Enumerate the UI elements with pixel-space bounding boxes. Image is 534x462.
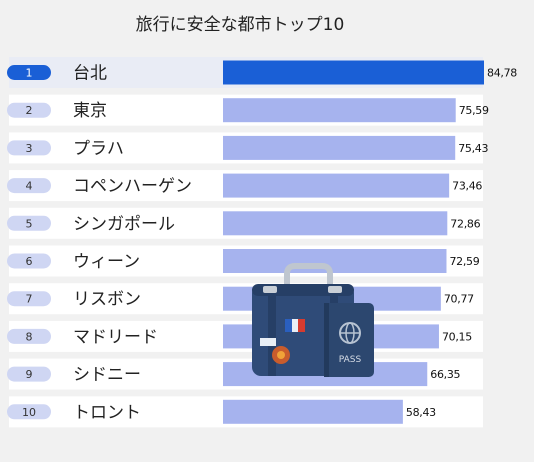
city-label: ウィーン (73, 252, 140, 272)
city-label: シドニー (73, 365, 141, 385)
suitcase-passport-illustration: PASS (252, 263, 374, 377)
rank-pill (7, 140, 51, 156)
chart-title: 旅行に安全な都市トップ10 (135, 15, 345, 35)
value-label: 72,86 (450, 217, 480, 230)
rank-pill (7, 102, 51, 118)
value-label: 75,43 (458, 142, 488, 155)
city-label: プラハ (73, 139, 124, 159)
rank-label: 7 (26, 293, 33, 306)
bar (223, 173, 450, 198)
rank-label: 2 (26, 104, 33, 117)
rank-pill (7, 328, 51, 344)
labels: 1 台北 84,78 2 東京 75,59 3 プラハ 75,43 4 コペンハーゲン 73,46 5 シ… (7, 64, 518, 423)
rank-pill (7, 215, 51, 231)
city-label: シンガポール (73, 214, 175, 234)
rank-label: 10 (22, 406, 36, 419)
bar (223, 249, 447, 273)
bar (223, 98, 456, 123)
rank-pill (7, 291, 51, 307)
value-label: 73,46 (452, 180, 482, 193)
bar (223, 135, 456, 160)
city-label: 東京 (73, 101, 107, 121)
rank-pill (7, 404, 51, 420)
city-label: 台北 (73, 64, 107, 84)
rank-label: 6 (26, 255, 33, 268)
city-label: トロント (73, 403, 141, 423)
rank-label: 9 (26, 368, 33, 381)
rank-pill (7, 65, 51, 80)
bar (223, 211, 448, 236)
value-label: 58,43 (406, 406, 436, 419)
value-label: 66,35 (430, 368, 460, 381)
bar (223, 60, 484, 85)
rank-pill (7, 366, 51, 382)
rank-label: 8 (26, 330, 33, 343)
svg-text:PASS: PASS (339, 355, 362, 365)
value-label: 75,59 (459, 104, 489, 117)
rank-pill (7, 253, 51, 269)
rank-label: 3 (26, 142, 33, 155)
value-label: 84,78 (487, 67, 517, 80)
city-label: コペンハーゲン (73, 177, 192, 197)
value-label: 70,15 (442, 330, 472, 343)
rank-label: 1 (26, 67, 33, 80)
city-label: マドリード (73, 327, 158, 347)
value-label: 70,77 (444, 293, 474, 306)
rank-label: 4 (26, 180, 33, 193)
rank-pill (7, 178, 51, 194)
city-label: リスボン (73, 290, 141, 310)
rank-label: 5 (26, 217, 33, 230)
bar (223, 399, 403, 424)
value-label: 72,59 (449, 255, 479, 268)
